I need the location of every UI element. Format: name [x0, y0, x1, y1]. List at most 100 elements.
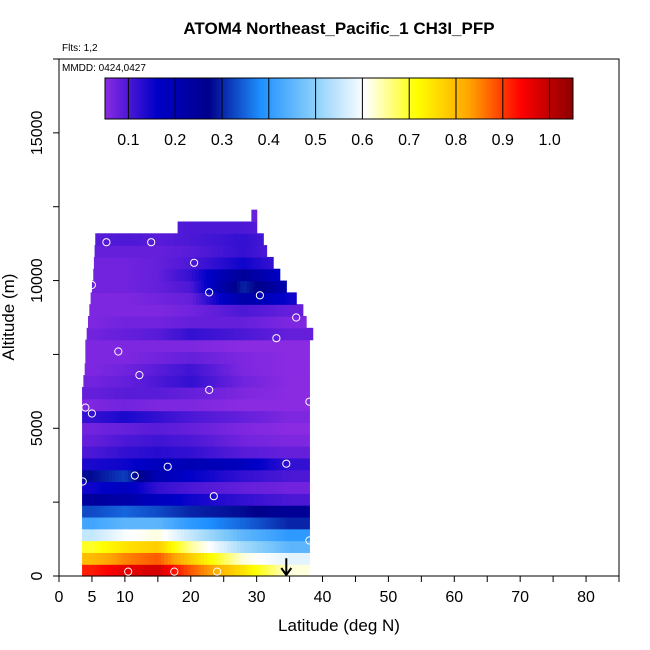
- heatmap-cell: [131, 481, 136, 494]
- heatmap-cell: [213, 469, 218, 483]
- heatmap-cell: [163, 316, 168, 329]
- heatmap-cell: [177, 457, 182, 471]
- heatmap-cell: [180, 493, 185, 506]
- heatmap-cell: [210, 410, 215, 423]
- heatmap-cell: [91, 398, 96, 412]
- heatmap-cell: [190, 516, 195, 530]
- heatmap-cell: [154, 410, 159, 423]
- heatmap-cell: [269, 446, 274, 459]
- heatmap-cell: [140, 316, 145, 329]
- heatmap-cell: [161, 516, 166, 530]
- heatmap-cell: [279, 398, 284, 412]
- heatmap-cell: [105, 528, 110, 542]
- heatmap-cell: [273, 564, 278, 577]
- heatmap-cells: [82, 209, 314, 577]
- heatmap-cell: [122, 304, 127, 317]
- heatmap-cell: [292, 363, 297, 376]
- heatmap-cell: [107, 316, 112, 329]
- heatmap-cell: [250, 469, 254, 483]
- heatmap-cell: [111, 386, 116, 400]
- heatmap-cell: [221, 375, 226, 388]
- heatmap-cell: [94, 316, 99, 329]
- heatmap-cell: [85, 564, 90, 577]
- heatmap-cell: [157, 446, 162, 459]
- heatmap-cell: [197, 233, 202, 246]
- heatmap-cell: [208, 268, 213, 282]
- heatmap-cell: [154, 481, 159, 494]
- heatmap-cell: [230, 398, 235, 412]
- heatmap-cell: [286, 434, 291, 447]
- heatmap-cell: [210, 280, 215, 293]
- heatmap-cell: [275, 316, 280, 329]
- heatmap-cell: [95, 469, 100, 483]
- heatmap-cell: [200, 386, 205, 400]
- heatmap-cell: [177, 221, 182, 234]
- heatmap-cell: [299, 410, 304, 423]
- heatmap-cell: [269, 528, 274, 542]
- heatmap-cell: [144, 233, 149, 246]
- heatmap-cell: [138, 280, 142, 293]
- heatmap-cell: [292, 528, 297, 542]
- heatmap-cell: [220, 528, 225, 542]
- heatmap-cell: [273, 351, 278, 364]
- heatmap-cell: [174, 469, 179, 483]
- heatmap-cell: [161, 457, 166, 471]
- heatmap-cell: [203, 410, 208, 423]
- heatmap-cell: [227, 339, 231, 353]
- heatmap-cell: [274, 375, 279, 388]
- heatmap-cell: [227, 481, 231, 494]
- heatmap-cell: [134, 493, 139, 506]
- heatmap-cell: [240, 221, 245, 234]
- heatmap-cell: [222, 256, 227, 270]
- heatmap-cell: [144, 516, 149, 530]
- heatmap-cell: [103, 292, 108, 305]
- heatmap-cell: [251, 327, 256, 341]
- heatmap-cell: [200, 233, 205, 246]
- heatmap-cell: [259, 245, 264, 258]
- heatmap-cell: [118, 505, 123, 518]
- heatmap-cell: [174, 386, 179, 400]
- heatmap-cell: [199, 292, 204, 305]
- heatmap-cell: [128, 469, 133, 483]
- heatmap-cell: [250, 516, 254, 530]
- heatmap-cell: [144, 280, 149, 293]
- heatmap-cell: [103, 268, 108, 282]
- heatmap-cell: [220, 351, 225, 364]
- heatmap-cell: [105, 493, 110, 506]
- heatmap-cell: [243, 446, 248, 459]
- heatmap-cell: [233, 398, 238, 412]
- heatmap-cell: [126, 375, 131, 388]
- heatmap-cell: [283, 398, 287, 412]
- heatmap-cell: [207, 505, 212, 518]
- heatmap-cell: [147, 398, 152, 412]
- heatmap-cell: [175, 375, 180, 388]
- heatmap-cell: [190, 552, 195, 565]
- heatmap-cell: [266, 528, 271, 542]
- heatmap-cell: [210, 564, 215, 577]
- heatmap-cell: [259, 434, 264, 447]
- heatmap-cell: [144, 410, 149, 423]
- heatmap-cell: [150, 316, 155, 329]
- heatmap-cell: [269, 351, 274, 364]
- heatmap-cell: [82, 434, 86, 447]
- heatmap-cell: [263, 505, 268, 518]
- heatmap-cell: [259, 363, 264, 376]
- heatmap-cell: [207, 221, 212, 234]
- heatmap-cell: [169, 292, 174, 305]
- heatmap-cell: [164, 493, 169, 506]
- heatmap-cell: [213, 516, 218, 530]
- heatmap-cell: [163, 292, 167, 305]
- heatmap-cell: [93, 375, 98, 388]
- heatmap-cell: [217, 410, 222, 423]
- heatmap-cell: [85, 481, 90, 494]
- y-tick-label: 15000: [29, 111, 46, 156]
- heatmap-cell: [109, 375, 114, 388]
- heatmap-cell: [296, 410, 301, 423]
- heatmap-cell: [269, 316, 274, 329]
- heatmap-cell: [169, 268, 173, 282]
- heatmap-cell: [133, 256, 138, 270]
- heatmap-cell: [188, 268, 193, 282]
- colorbar-ticks: 0.1 0.2 0.3 0.4 0.5 0.6 0.7 0.8 0.9 1.0: [117, 78, 561, 149]
- heatmap-cell: [157, 469, 162, 483]
- heatmap-cell: [138, 552, 142, 565]
